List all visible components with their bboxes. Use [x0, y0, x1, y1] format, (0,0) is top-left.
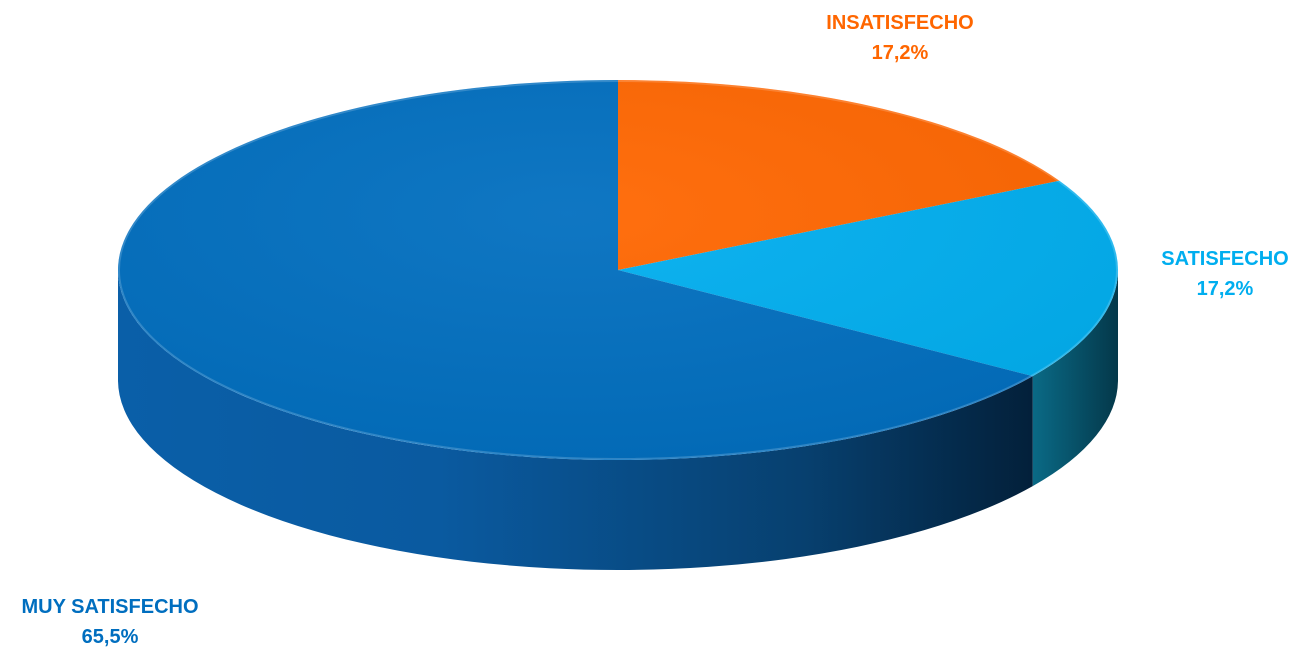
pie-side-muy-satisfecho: [118, 270, 1033, 570]
slice-value-label: 17,2%: [871, 42, 929, 64]
slice-category-label: INSATISFECHO: [826, 12, 974, 34]
slice-label-insatisfecho: INSATISFECHO 17,2%: [826, 8, 973, 68]
pie-side-satisfecho: [1032, 270, 1118, 487]
pie-top-rim: [118, 80, 1118, 460]
slice-category-label: SATISFECHO: [1161, 248, 1289, 270]
slice-label-satisfecho: SATISFECHO 17,2%: [1161, 244, 1288, 304]
slice-category-label: MUY SATISFECHO: [21, 596, 199, 618]
pie-slices: [118, 80, 1118, 460]
pie-sides: [118, 270, 1118, 570]
slice-value-label: 17,2%: [1196, 278, 1254, 300]
slice-value-label: 65,5%: [81, 626, 139, 648]
slice-label-muy-satisfecho: MUY SATISFECHO 65,5%: [21, 592, 198, 652]
